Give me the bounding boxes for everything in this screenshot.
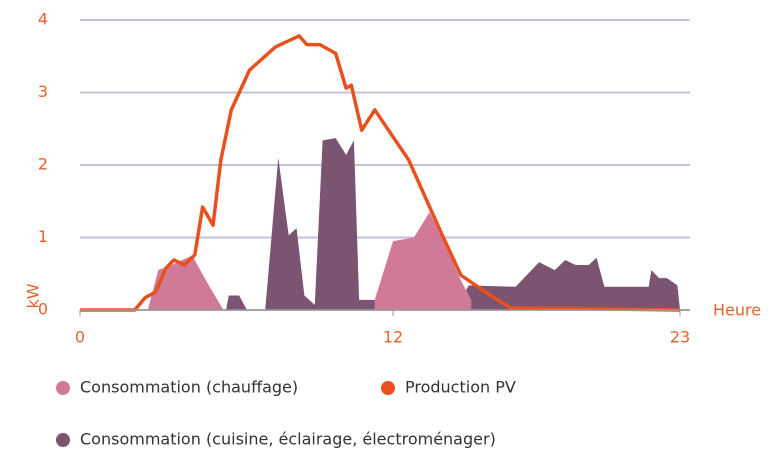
area: [147, 212, 472, 310]
y-axis-label: kW: [24, 283, 43, 308]
legend-label: Consommation (cuisine, éclairage, électr…: [80, 430, 496, 449]
x-tick-label: 12: [383, 328, 403, 347]
area: [150, 138, 680, 310]
y-tick-label: 0: [38, 300, 48, 319]
legend-marker: [56, 433, 70, 447]
legend-marker: [381, 381, 395, 395]
x-axis-label: Heure: [713, 301, 761, 320]
legend-marker: [56, 381, 70, 395]
y-tick-label: 3: [38, 82, 48, 101]
line: [80, 34, 681, 312]
y-tick-label: 2: [38, 155, 48, 174]
x-tick-label: 23: [670, 328, 690, 347]
y-tick-label: 4: [38, 10, 48, 29]
x-tick-label: 0: [75, 328, 85, 347]
y-tick-label: 1: [38, 227, 48, 246]
legend-label: Production PV: [405, 378, 516, 397]
legend-label: Consommation (chauffage): [80, 378, 298, 397]
